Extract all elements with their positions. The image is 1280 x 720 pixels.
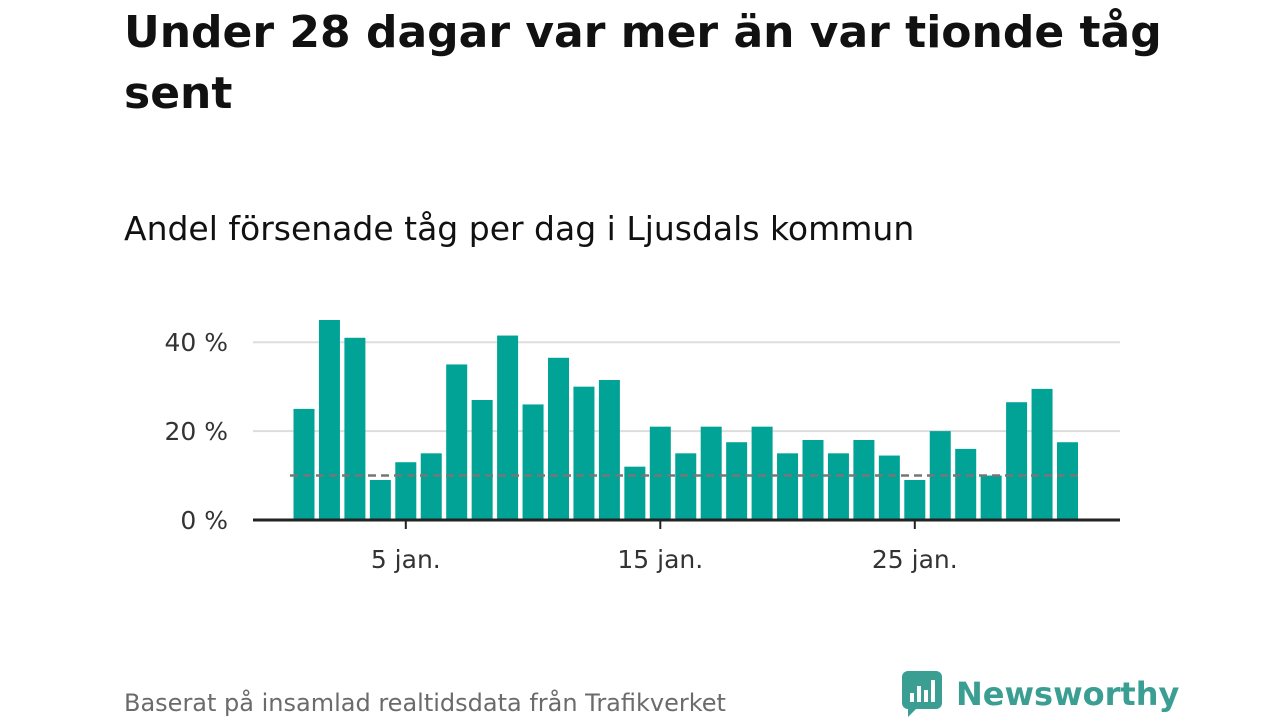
newsworthy-logo-icon xyxy=(902,671,942,717)
bar xyxy=(344,337,366,520)
bar xyxy=(649,426,671,520)
bar xyxy=(777,453,799,520)
y-tick-label: 40 % xyxy=(164,328,228,357)
bar xyxy=(420,453,442,520)
bar xyxy=(1057,442,1078,520)
axes: 0 % 20 % 40 % 5 jan. 15 jan. 25 jan. xyxy=(164,328,1120,574)
newsworthy-logo: Newsworthy xyxy=(902,671,1179,717)
source-note: Baserat på insamlad realtidsdata från Tr… xyxy=(124,689,726,717)
bar xyxy=(369,480,391,520)
bar xyxy=(751,426,773,520)
x-tick-label: 25 jan. xyxy=(872,545,958,574)
logo-text: Newsworthy xyxy=(956,675,1180,713)
bars xyxy=(293,320,1078,520)
bar xyxy=(1006,402,1028,520)
x-tick-label: 5 jan. xyxy=(371,545,441,574)
bar xyxy=(624,466,646,520)
bar xyxy=(573,386,595,520)
bar xyxy=(675,453,697,520)
bar xyxy=(726,442,748,520)
bar xyxy=(802,440,824,520)
bar xyxy=(318,320,340,520)
y-tick-label: 0 % xyxy=(180,506,228,535)
bar xyxy=(522,404,544,520)
y-tick-label: 20 % xyxy=(164,417,228,446)
bar xyxy=(395,462,417,520)
bar xyxy=(955,448,977,520)
chart-title: Under 28 dagar var mer än var tionde tåg… xyxy=(124,7,1162,119)
bar xyxy=(853,440,875,520)
bar xyxy=(980,475,1002,520)
bar xyxy=(293,408,315,520)
bar xyxy=(598,380,620,520)
chart-subtitle: Andel försenade tåg per dag i Ljusdals k… xyxy=(124,209,915,248)
bar xyxy=(471,400,493,520)
bar xyxy=(904,480,926,520)
bar xyxy=(446,364,468,520)
bar xyxy=(548,357,569,520)
bar xyxy=(1031,388,1053,520)
bar xyxy=(700,426,722,520)
bar xyxy=(827,453,849,520)
bar xyxy=(878,455,900,520)
x-tick-label: 15 jan. xyxy=(617,545,703,574)
gridlines xyxy=(253,341,1120,433)
bar xyxy=(497,335,519,520)
